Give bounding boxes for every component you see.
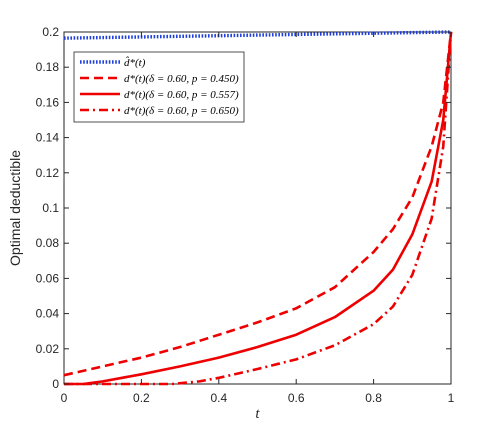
y-tick-label: 0.08 xyxy=(36,236,60,250)
y-tick-label: 0.18 xyxy=(36,60,60,74)
tick-layer: 0 0.2 0.4 0.6 0.8 1 0 0.02 0.04 0.06 0.08 0.1 0.12 0.… xyxy=(36,25,455,405)
x-tick-label: 0.2 xyxy=(133,391,150,405)
y-tick-label: 0.12 xyxy=(36,166,60,180)
y-axis-label: Optimal deductible xyxy=(7,150,23,266)
series-line-2 xyxy=(63,31,453,377)
y-tick-label: 0.14 xyxy=(36,131,60,145)
y-tick-label: 0.2 xyxy=(42,25,59,39)
series-line-1 xyxy=(63,30,452,40)
x-tick-label: 1 xyxy=(448,391,455,405)
y-tick-label: 0.06 xyxy=(36,271,60,285)
y-tick-label: 0.1 xyxy=(42,201,59,215)
legend-label-1: d̂*(t) xyxy=(124,56,146,69)
y-tick-label: 0 xyxy=(52,377,59,391)
legend-label-4: d*(t)(δ = 0.60, p = 0.650) xyxy=(124,105,239,117)
x-axis-label: t xyxy=(255,406,260,422)
legend: d̂*(t) d*(t)(δ = 0.60, p = 0.450) d*(t)(δ … xyxy=(73,51,245,123)
x-tick-label: 0.8 xyxy=(365,391,382,405)
y-tick-label: 0.16 xyxy=(36,95,60,109)
y-tick-label: 0.04 xyxy=(36,307,60,321)
series-line-4 xyxy=(64,31,453,386)
x-tick-label: 0.6 xyxy=(288,391,305,405)
x-tick-label: 0 xyxy=(61,391,68,405)
legend-label-2: d*(t)(δ = 0.60, p = 0.450) xyxy=(124,73,239,85)
legend-label-3: d*(t)(δ = 0.60, p = 0.557) xyxy=(124,89,239,101)
series-layer xyxy=(63,30,453,386)
y-tick-label: 0.02 xyxy=(36,342,60,356)
x-tick-label: 0.4 xyxy=(210,391,227,405)
series-line-3 xyxy=(64,31,453,386)
